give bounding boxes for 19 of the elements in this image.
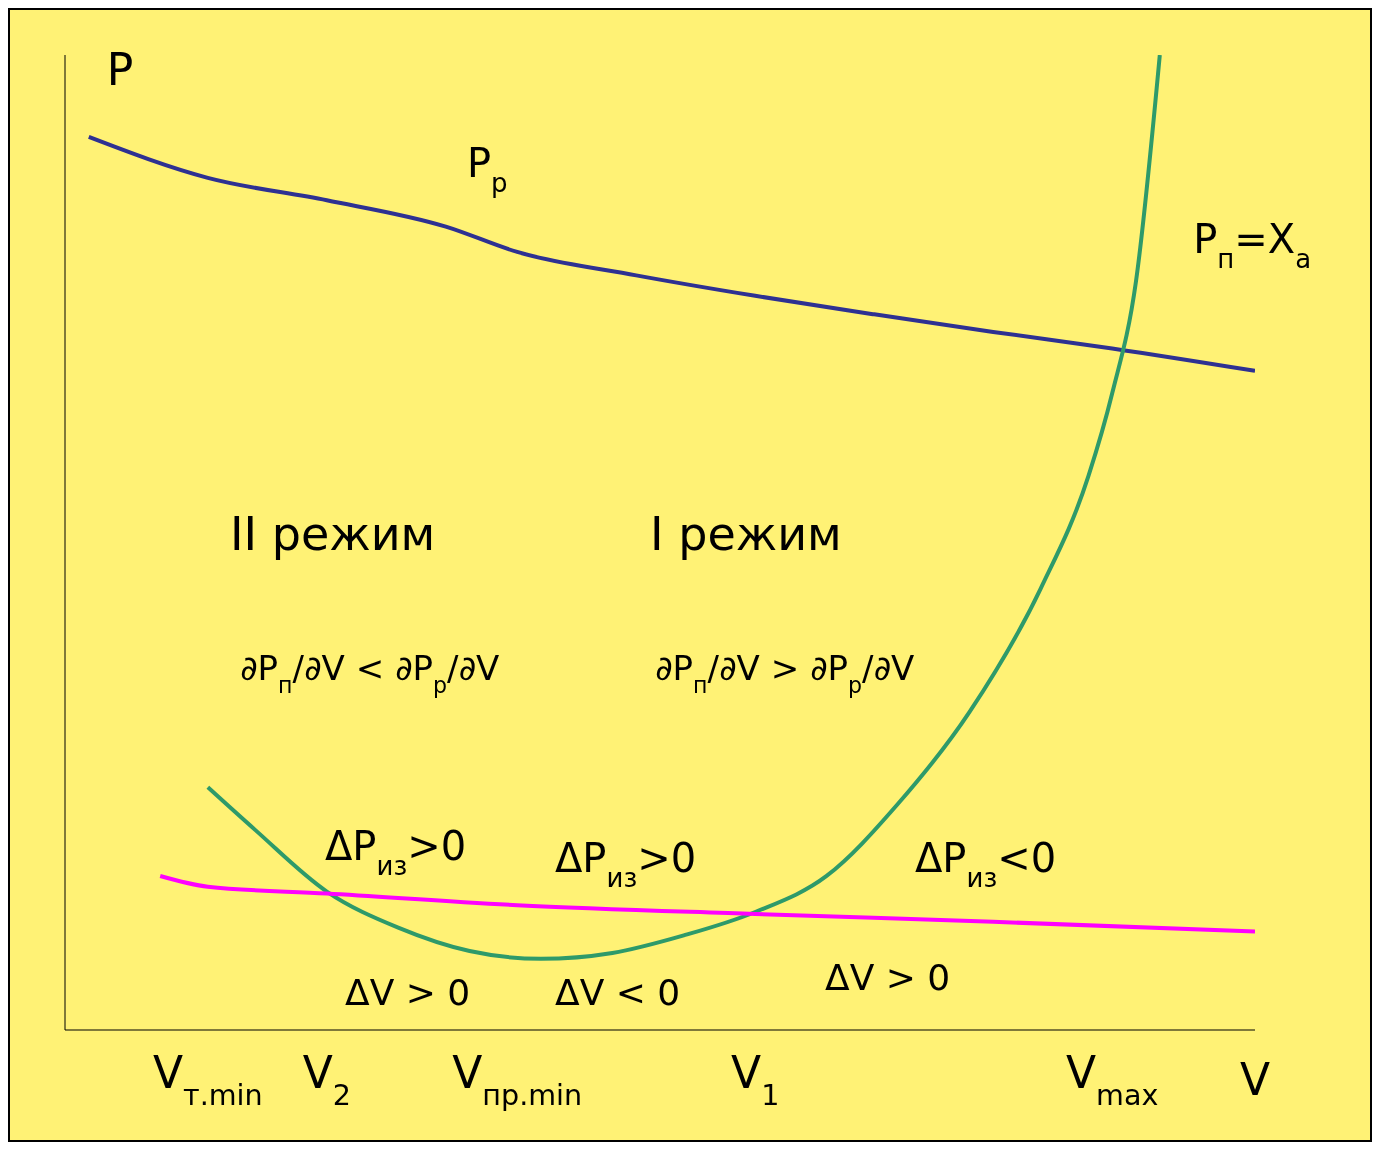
annotation: ΔV > 0 (825, 957, 951, 998)
annotation: I режим (650, 507, 842, 561)
annotation: ΔP$_{из}$>0 (325, 823, 467, 881)
annotation: ∂P$_{п}$/∂V > ∂P$_{р}$/∂V (655, 648, 915, 698)
annotation: II режим (230, 507, 436, 561)
annotation: ∂P$_{п}$/∂V < ∂P$_{р}$/∂V (240, 648, 500, 698)
x-tick-label: V$_{max}$ (1065, 1047, 1159, 1112)
x-tick-label: V$_{1}$ (731, 1047, 780, 1112)
series-label: P$_{р}$ (466, 139, 508, 198)
annotation: ΔV < 0 (555, 972, 681, 1013)
x-tick-label: V$_{2}$ (302, 1047, 351, 1112)
annotation: ΔV > 0 (345, 972, 471, 1013)
x-tick-label: V$_{т.min}$ (152, 1047, 263, 1112)
x-axis-title: V (1239, 1054, 1271, 1105)
y-axis-title: P (106, 44, 134, 95)
x-tick-label: V$_{пр.min}$ (452, 1047, 583, 1112)
series-label: P$_{п}$=X$_{а}$ (1193, 216, 1312, 275)
annotation: ΔP$_{из}$>0 (555, 835, 697, 893)
annotation: ΔP$_{из}$<0 (915, 835, 1057, 893)
